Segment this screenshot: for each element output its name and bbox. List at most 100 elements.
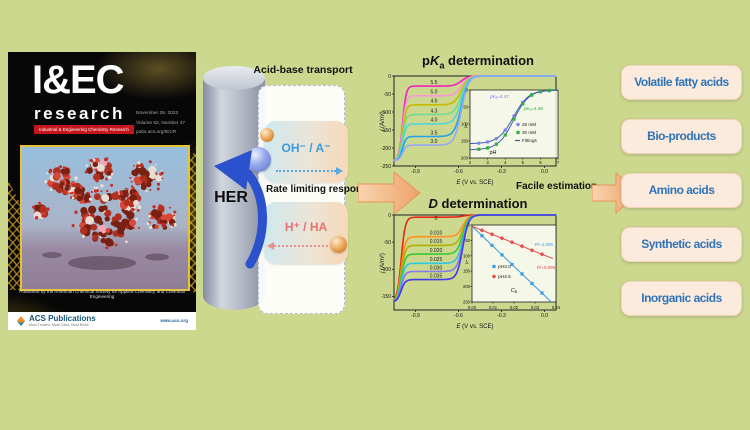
acid-flux-arrow-icon [267, 242, 332, 250]
cover-art [20, 145, 190, 291]
svg-text:0.00: 0.00 [468, 305, 477, 310]
svg-text:j (A/m²): j (A/m²) [380, 111, 386, 132]
svg-text:50: 50 [463, 105, 468, 110]
svg-text:100: 100 [461, 122, 469, 127]
svg-text:-0.6: -0.6 [454, 169, 463, 175]
svg-text:200: 200 [461, 156, 469, 161]
svg-text:pKₐ=4.47: pKₐ=4.47 [490, 94, 509, 99]
svg-text:5: 5 [522, 160, 525, 165]
svg-text:0: 0 [468, 223, 471, 228]
acid-box-inorganic-acids: Inorganic acids [621, 281, 742, 316]
svg-text:5.0: 5.0 [431, 90, 438, 96]
svg-text:50: 50 [465, 238, 470, 243]
molecule-cluster-art [22, 147, 188, 289]
journal-masthead: I&EC [32, 58, 125, 102]
svg-text:-0.9: -0.9 [411, 169, 420, 175]
svg-text:CB: CB [511, 288, 518, 294]
acid-route-panel [264, 202, 348, 264]
acs-logo-icon [17, 316, 25, 326]
svg-text:0.04: 0.04 [552, 305, 561, 310]
svg-text:0.015: 0.015 [430, 239, 443, 245]
svg-text:E (V vs. SCE): E (V vs. SCE) [456, 324, 493, 330]
electrode-cylinder-top [203, 66, 265, 90]
acid-route-label: H⁺ / HA [284, 220, 328, 234]
svg-text:-0.3: -0.3 [497, 169, 506, 175]
svg-text:25 mM: 25 mM [522, 122, 536, 127]
publisher-name: ACS Publications [29, 314, 96, 323]
svg-text:-100: -100 [381, 110, 391, 116]
svg-text:150: 150 [463, 269, 471, 274]
svg-text:pH3.0: pH3.0 [498, 264, 511, 270]
svg-text:0.035: 0.035 [430, 273, 443, 279]
svg-text:0: 0 [388, 213, 391, 219]
svg-text:jL: jL [464, 123, 468, 129]
svg-text:4.3: 4.3 [431, 108, 438, 114]
svg-text:0.020: 0.020 [430, 248, 443, 254]
svg-text:-50: -50 [384, 240, 391, 246]
svg-text:pH: pH [489, 150, 496, 156]
svg-text:R²=1.000: R²=1.000 [535, 242, 554, 247]
svg-text:2: 2 [469, 160, 472, 165]
svg-text:pKₐ=4.48: pKₐ=4.48 [524, 106, 543, 111]
proton-sphere [260, 128, 274, 142]
pka-determination-chart: 0 -50 -100 -150 -200 -250 -0.9 -0.6 -0.3 0.0 E (V … [380, 74, 560, 186]
response-label: Rate limiting response [266, 184, 374, 195]
svg-text:-0.9: -0.9 [411, 313, 420, 319]
svg-text:0.025: 0.025 [430, 257, 443, 263]
svg-text:0.0: 0.0 [541, 313, 548, 319]
issue-meta: November 29, 2023 Volume 62, Number 47 p… [136, 109, 185, 138]
recycle-arrow-icon [214, 150, 267, 269]
estimation-label: Facile estimation [516, 181, 598, 192]
svg-text:250: 250 [463, 300, 471, 305]
svg-text:0.03: 0.03 [531, 305, 540, 310]
svg-text:jL: jL [465, 259, 469, 265]
issue-url: pubs.acs.org/IECR [136, 130, 177, 135]
svg-text:3.0: 3.0 [431, 139, 438, 145]
svg-text:0: 0 [466, 88, 469, 93]
transport-title: Acid-base transport [253, 64, 353, 76]
svg-text:-150: -150 [381, 128, 391, 134]
svg-text:30 mM: 30 mM [522, 130, 536, 135]
anion-route-label: OH⁻ / A⁻ [281, 141, 331, 155]
svg-text:0.02: 0.02 [510, 305, 519, 310]
issue-date: November 29, 2023 [136, 111, 179, 116]
electrode-reaction-label: HER [214, 189, 248, 206]
svg-text:5.5: 5.5 [431, 80, 438, 86]
acid-box-volatile-fatty-acids: Volatile fatty acids [621, 65, 742, 100]
svg-text:3.5: 3.5 [431, 130, 438, 136]
svg-text:-50: -50 [384, 92, 391, 98]
svg-text:4: 4 [504, 160, 507, 165]
svg-text:-200: -200 [381, 146, 391, 152]
acid-sphere [330, 236, 347, 253]
acid-box-bio-products: Bio-products [621, 119, 742, 154]
cover-footer-text: Published by the American Chemical Socie… [19, 289, 185, 299]
svg-text:-250: -250 [381, 164, 391, 170]
svg-text:R²=0.999: R²=0.999 [537, 265, 556, 270]
acid-box-synthetic-acids: Synthetic acids [621, 227, 742, 262]
svg-text:0: 0 [388, 74, 391, 80]
journal-cover: I&EC research Industrial & Engineering C… [8, 52, 196, 330]
svg-text:0.01: 0.01 [489, 305, 498, 310]
svg-text:4.6: 4.6 [431, 99, 438, 105]
svg-text:-150: -150 [381, 294, 391, 300]
acid-box-amino-acids: Amino acids [621, 173, 742, 208]
anion-route-panel [264, 121, 348, 183]
journal-masthead-sub: research [34, 104, 125, 123]
svg-text:3: 3 [486, 160, 489, 165]
svg-text:0.0: 0.0 [541, 169, 548, 175]
svg-text:200: 200 [463, 284, 471, 289]
svg-text:150: 150 [461, 139, 469, 144]
svg-text:pH4.5: pH4.5 [498, 274, 511, 280]
svg-text:0.030: 0.030 [430, 265, 443, 271]
d-determination-chart: 0 -50 -100 -150 -0.9 -0.6 -0.3 0.0 E (V vs. SCE)… [380, 213, 561, 330]
svg-text:0: 0 [435, 216, 438, 222]
svg-text:-0.3: -0.3 [497, 313, 506, 319]
d-chart-title: D determination [428, 196, 528, 211]
svg-text:j (A/m²): j (A/m²) [380, 253, 386, 274]
svg-text:7: 7 [557, 160, 560, 165]
publisher-bar: ACS Publications Most Trusted. Most Cite… [8, 312, 196, 330]
journal-subtitle-strip: Industrial & Engineering Chemistry Resea… [34, 125, 134, 134]
svg-text:Fittings: Fittings [522, 138, 538, 143]
publisher-tagline: Most Trusted. Most Cited. Most Read. [29, 323, 90, 327]
